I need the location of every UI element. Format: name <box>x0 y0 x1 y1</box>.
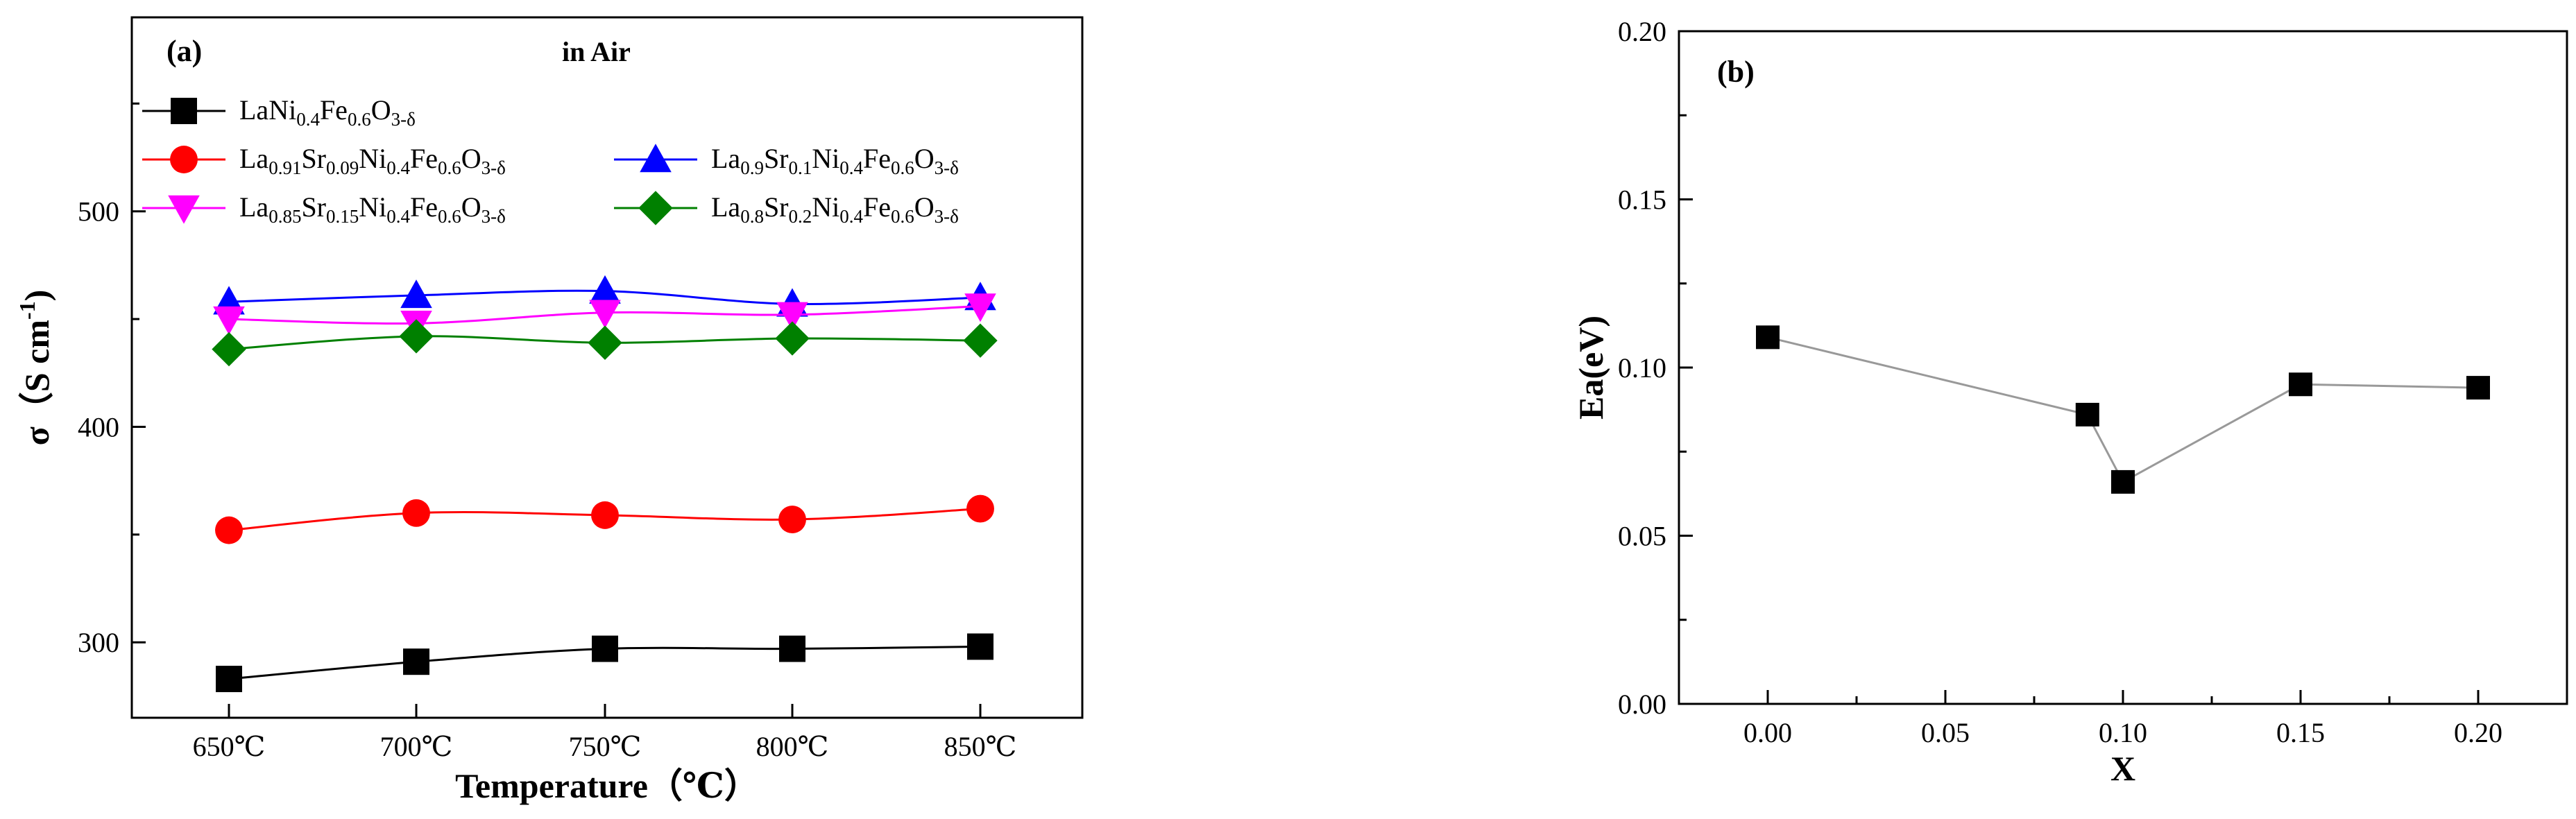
plot-frame-b <box>1678 30 2568 705</box>
data-point-a <box>966 494 994 523</box>
panel-label-a: (a) <box>167 34 202 68</box>
x-tick-label-b: 0.00 <box>1743 717 1792 748</box>
data-point-a <box>588 325 622 360</box>
panel-label-b: (b) <box>1717 55 1755 89</box>
y-tick-label-a: 300 <box>78 627 119 658</box>
legend-marker <box>171 98 197 124</box>
data-point-a <box>592 635 618 662</box>
legend-marker <box>640 144 672 173</box>
y-tick-label-b: 0.20 <box>1618 16 1666 47</box>
data-point-b <box>2289 372 2312 397</box>
x-axis-title-b: X <box>2110 749 2135 788</box>
x-tick-label-a: 700℃ <box>380 731 453 762</box>
y-tick-label-b: 0.00 <box>1618 689 1666 720</box>
y-axis-b: 0.00 0.05 0.10 0.15 0.20 <box>1618 16 1693 720</box>
chart-a: (a) in Air Temperature（℃） σ（S cm-1) 300 4… <box>15 16 1084 805</box>
series-group-a <box>212 275 998 693</box>
data-point-a <box>215 516 243 544</box>
x-tick-label-a: 850℃ <box>944 731 1017 762</box>
data-point-b <box>2075 402 2099 426</box>
data-point-b <box>2111 469 2135 494</box>
legend-label: LaNi0.4Fe0.6O3-δ <box>239 94 416 130</box>
data-point-a <box>776 302 808 331</box>
legend-marker <box>168 195 200 224</box>
data-point-a <box>963 323 998 358</box>
x-tick-label-b: 0.05 <box>1921 717 1970 748</box>
series-group-b <box>1756 325 2490 494</box>
y-axis-title-a: σ（S cm-1) <box>15 290 56 446</box>
legend-label: La0.85Sr0.15Ni0.4Fe0.6O3-δ <box>239 191 506 227</box>
x-tick-label-b: 0.15 <box>2276 717 2325 748</box>
data-point-a <box>399 319 434 354</box>
x-tick-label-a: 750℃ <box>569 731 642 762</box>
y-axis-title-group-a: σ（S cm-1) <box>15 290 56 446</box>
legend-a: LaNi0.4Fe0.6O3-δ La0.91Sr0.09Ni0.4Fe0.6O3… <box>142 94 959 227</box>
x-tick-label-a: 800℃ <box>756 731 829 762</box>
data-point-a <box>967 633 993 660</box>
chart-b: (b) X Ea(eV) 0.000.050.100.150.20 0.00 0.… <box>1571 16 2568 788</box>
plot-frame-a <box>130 16 1084 719</box>
x-axis-a: 650℃ 700℃ 750℃ 800℃ 850℃ <box>193 704 1017 762</box>
y-axis-a: 300 400 500 <box>78 102 146 658</box>
data-point-a <box>402 499 430 527</box>
y-axis-title-text-a: σ（S cm-1) <box>15 290 56 446</box>
data-point-a <box>212 331 246 367</box>
data-point-a <box>591 501 619 529</box>
connect-line-b <box>1767 336 2479 483</box>
legend-label: La0.8Sr0.2Ni0.4Fe0.6O3-δ <box>711 191 959 227</box>
annotation-in-air: in Air <box>562 36 631 67</box>
y-tick-label-b: 0.15 <box>1618 184 1666 216</box>
data-point-a <box>400 279 432 309</box>
legend-label: La0.91Sr0.09Ni0.4Fe0.6O3-δ <box>239 143 506 178</box>
data-point-a <box>216 666 242 693</box>
x-axis-b: 0.00 0.05 0.10 0.15 0.20 <box>1678 690 2568 748</box>
x-tick-label-a: 650℃ <box>193 731 266 762</box>
data-point-b <box>2466 376 2490 400</box>
x-tick-label-b: 0.10 <box>2099 717 2147 748</box>
x-axis-title-a: Temperature（℃） <box>455 766 759 805</box>
data-point-a <box>775 321 810 356</box>
data-point-a <box>589 275 621 304</box>
data-point-a <box>213 306 245 335</box>
data-point-a <box>403 648 429 675</box>
y-tick-label-a: 500 <box>78 196 119 227</box>
y-tick-label-b: 0.10 <box>1618 352 1666 383</box>
data-point-b <box>1756 325 1780 350</box>
data-point-a <box>779 635 805 662</box>
y-tick-label-a: 400 <box>78 411 119 442</box>
data-point-a <box>964 293 996 322</box>
y-tick-label-b: 0.05 <box>1618 521 1666 552</box>
data-point-a <box>589 300 621 329</box>
legend-marker <box>170 146 198 173</box>
x-tick-label-b: 0.20 <box>2454 717 2502 748</box>
legend-label: La0.9Sr0.1Ni0.4Fe0.6O3-δ <box>711 143 959 178</box>
y-axis-title-b: Ea(eV) <box>1571 316 1610 420</box>
data-point-a <box>778 506 806 534</box>
legend-marker <box>638 191 673 225</box>
